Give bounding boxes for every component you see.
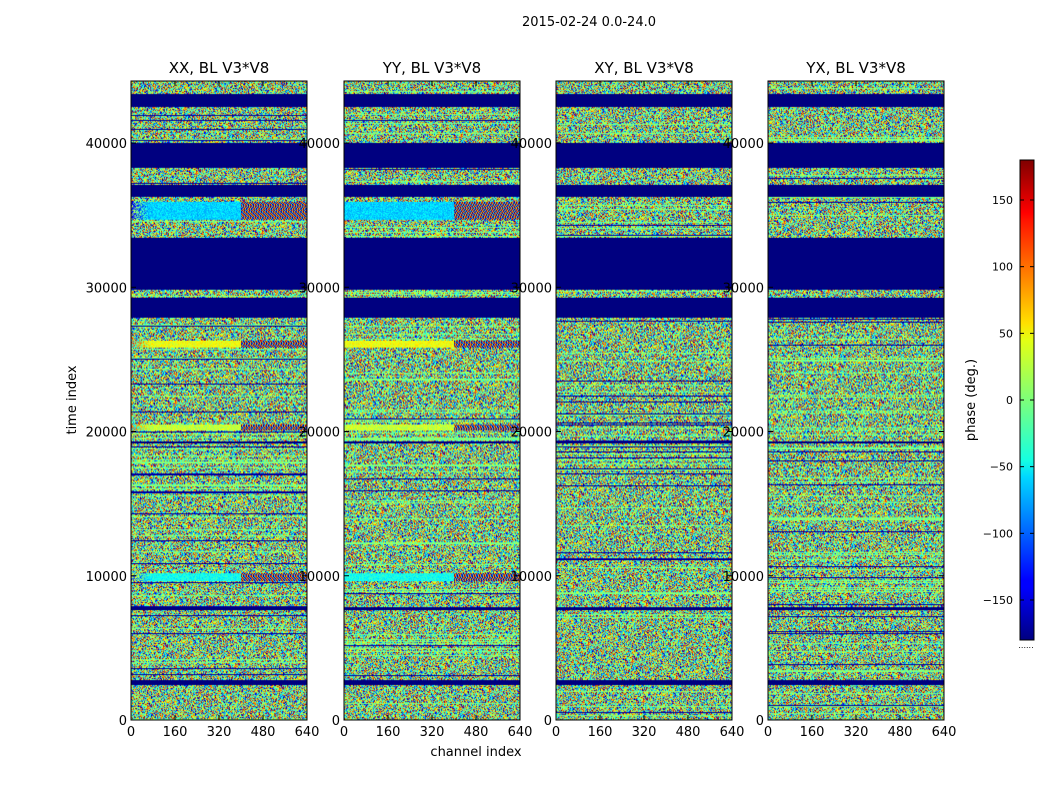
panel-yx: YX, BL V3*V8 0 160 320 480 640 0 10000 20000 3000… xyxy=(723,59,957,740)
y-tick-label: 10000 xyxy=(511,570,552,585)
y-tick-label: 30000 xyxy=(299,281,340,296)
y-tick-label: 0 xyxy=(756,714,764,729)
colorbar-label: phase (deg.) xyxy=(964,359,979,441)
panel-xy: XY, BL V3*V8 0 160 320 480 640 0 10000 20000 3000… xyxy=(511,59,745,740)
x-tick-label: 320 xyxy=(420,725,445,740)
panel-title: YY, BL V3*V8 xyxy=(382,59,481,77)
x-tick-label: 640 xyxy=(720,725,745,740)
y-tick-label: 10000 xyxy=(86,570,127,585)
panel-title: XX, BL V3*V8 xyxy=(169,59,270,77)
y-tick-label: 20000 xyxy=(299,426,340,441)
x-tick-label: 160 xyxy=(163,725,188,740)
x-tick-label: 480 xyxy=(464,725,489,740)
panel-title: YX, BL V3*V8 xyxy=(805,59,906,77)
x-axis-label: channel index xyxy=(430,745,521,760)
panels: XX, BL V3*V8 0 160 320 480 640 0 10000 20000 3000… xyxy=(86,59,957,740)
x-tick-label: 160 xyxy=(588,725,613,740)
y-tick-label: 30000 xyxy=(723,281,764,296)
heatmap-yx xyxy=(768,81,944,720)
colorbar-tick-label: 150 xyxy=(992,194,1013,207)
colorbar-dots: ...... xyxy=(1018,641,1033,650)
x-tick-label: 160 xyxy=(800,725,825,740)
x-tick-label: 0 xyxy=(764,725,772,740)
x-tick-label: 320 xyxy=(632,725,657,740)
y-tick-label: 40000 xyxy=(299,137,340,152)
y-tick-label: 10000 xyxy=(299,570,340,585)
figure-suptitle: 2015-02-24 0.0-24.0 xyxy=(522,15,656,30)
heatmap-xy xyxy=(556,81,732,720)
x-tick-label: 0 xyxy=(552,725,560,740)
x-tick-label: 640 xyxy=(932,725,957,740)
y-tick-label: 40000 xyxy=(723,137,764,152)
panel-yy: YY, BL V3*V8 0 160 320 480 640 0 10000 20000 3000… xyxy=(299,59,533,740)
y-axis-label: time index xyxy=(65,365,80,434)
colorbar: 150 100 50 0 −50 −100 −150 phase (deg.) ...... xyxy=(964,159,1035,650)
y-tick-label: 30000 xyxy=(86,281,127,296)
x-tick-label: 640 xyxy=(508,725,533,740)
y-tick-label: 40000 xyxy=(86,137,127,152)
x-tick-label: 320 xyxy=(207,725,232,740)
y-tick-label: 20000 xyxy=(86,426,127,441)
x-tick-label: 0 xyxy=(127,725,135,740)
x-tick-label: 480 xyxy=(676,725,701,740)
heatmap-yy xyxy=(344,81,520,720)
colorbar-ticks: 150 100 50 0 −50 −100 −150 xyxy=(983,194,1034,607)
x-tick-label: 0 xyxy=(340,725,348,740)
y-tick-label: 30000 xyxy=(511,281,552,296)
y-tick-label: 20000 xyxy=(511,426,552,441)
colorbar-tick-label: −150 xyxy=(983,594,1013,607)
panel-title: XY, BL V3*V8 xyxy=(594,59,694,77)
heatmap-xx xyxy=(131,81,307,720)
x-tick-label: 640 xyxy=(295,725,320,740)
y-tick-label: 0 xyxy=(544,714,552,729)
x-tick-label: 480 xyxy=(251,725,276,740)
x-tick-label: 160 xyxy=(376,725,401,740)
x-tick-label: 320 xyxy=(844,725,869,740)
y-tick-label: 10000 xyxy=(723,570,764,585)
colorbar-tick-label: 100 xyxy=(992,261,1013,274)
panel-xx: XX, BL V3*V8 0 160 320 480 640 0 10000 20000 3000… xyxy=(86,59,320,740)
colorbar-tick-label: 0 xyxy=(1006,394,1013,407)
y-tick-label: 40000 xyxy=(511,137,552,152)
colorbar-tick-label: −50 xyxy=(990,461,1013,474)
y-tick-label: 0 xyxy=(332,714,340,729)
y-tick-label: 0 xyxy=(119,714,127,729)
colorbar-tick-label: 50 xyxy=(999,327,1013,340)
x-tick-label: 480 xyxy=(888,725,913,740)
colorbar-tick-label: −100 xyxy=(983,527,1013,540)
y-tick-label: 20000 xyxy=(723,426,764,441)
